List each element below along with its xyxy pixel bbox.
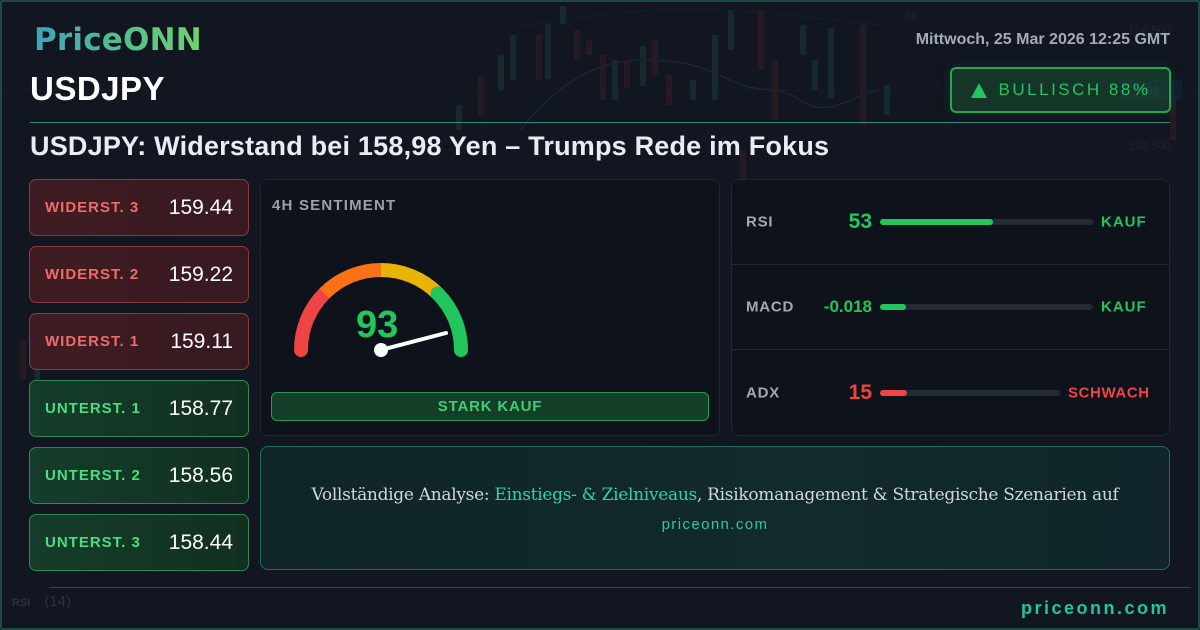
level-support-1: UNTERST. 1 158.77 bbox=[29, 380, 249, 437]
indicator-name: ADX bbox=[746, 384, 781, 401]
indicator-value: 15 bbox=[848, 380, 872, 404]
level-support-2: UNTERST. 2 158.56 bbox=[29, 447, 249, 504]
bias-badge: BULLISCH 88% bbox=[950, 67, 1171, 113]
headline: USDJPY: Widerstand bei 158,98 Yen – Trum… bbox=[30, 131, 830, 161]
level-label: UNTERST. 2 bbox=[45, 467, 141, 484]
bg-rsi-label: RSI (14) bbox=[12, 593, 71, 610]
level-value: 159.11 bbox=[170, 329, 233, 353]
bg-rsi-name: RSI bbox=[12, 597, 31, 609]
level-resistance-1: WIDERST. 1 159.11 bbox=[29, 313, 249, 370]
indicator-signal: SCHWACH bbox=[1068, 384, 1150, 401]
indicator-name: RSI bbox=[746, 213, 774, 231]
sentiment-gauge-icon bbox=[293, 262, 469, 357]
symbol-title: USDJPY bbox=[30, 70, 166, 107]
indicator-bar-fill bbox=[880, 219, 993, 225]
svg-text:158.500: 158.500 bbox=[1128, 23, 1172, 37]
cta-box[interactable]: Vollständige Analyse: Einstiegs- & Zieln… bbox=[260, 446, 1170, 570]
cta-text: Vollständige Analyse: Einstiegs- & Zieln… bbox=[261, 485, 1169, 505]
header-divider bbox=[30, 122, 1170, 123]
indicator-row-macd: MACD -0.018 KAUF bbox=[732, 265, 1169, 350]
indicator-signal: KAUF bbox=[1101, 213, 1147, 231]
indicator-name: MACD bbox=[746, 298, 795, 316]
indicator-value: -0.018 bbox=[823, 297, 872, 316]
bias-label: BULLISCH 88% bbox=[998, 80, 1151, 99]
indicator-value: 53 bbox=[848, 210, 872, 233]
level-value: 158.77 bbox=[168, 396, 233, 420]
level-label: WIDERST. 3 bbox=[45, 199, 140, 216]
sentiment-score: 93 bbox=[356, 304, 399, 346]
cta-suffix: , Risikomanagement & Strategische Szenar… bbox=[696, 485, 1119, 505]
indicator-bar bbox=[880, 219, 1093, 225]
level-label: WIDERST. 1 bbox=[45, 333, 140, 350]
level-value: 159.44 bbox=[168, 195, 233, 219]
cta-link[interactable]: priceonn.com bbox=[661, 516, 769, 533]
level-label: WIDERST. 2 bbox=[45, 266, 140, 283]
indicator-signal: KAUF bbox=[1101, 298, 1147, 316]
level-support-3: UNTERST. 3 158.44 bbox=[29, 514, 249, 571]
sentiment-title: 4H SENTIMENT bbox=[272, 197, 397, 214]
level-label: UNTERST. 3 bbox=[45, 534, 141, 551]
level-label: UNTERST. 1 bbox=[45, 400, 141, 417]
level-resistance-2: WIDERST. 2 159.22 bbox=[29, 246, 249, 303]
bg-rsi-period: (14) bbox=[44, 593, 72, 610]
sentiment-panel: 4H SENTIMENT 93 STARK KAUF bbox=[260, 179, 720, 436]
indicators-panel: RSI 53 KAUF MACD -0.018 KAUF ADX 15 SCHW… bbox=[731, 179, 1170, 436]
level-value: 158.44 bbox=[168, 530, 233, 554]
svg-text:.992: .992 bbox=[1136, 84, 1160, 98]
cta-prefix: Vollständige Analyse: bbox=[311, 485, 495, 505]
triangle-up-icon bbox=[970, 82, 987, 98]
svg-text:158.500: 158.500 bbox=[1128, 139, 1172, 153]
brand-logo[interactable]: PriceONN bbox=[34, 22, 202, 58]
footer-link[interactable]: priceonn.com bbox=[1020, 598, 1169, 618]
indicator-bar-fill bbox=[880, 304, 906, 310]
indicator-bar-fill bbox=[880, 389, 907, 396]
datetime: Mittwoch, 25 Mar 2026 12:25 GMT bbox=[915, 31, 1170, 48]
bg-overlay-label: BB bbox=[904, 11, 919, 23]
level-resistance-3: WIDERST. 3 159.44 bbox=[29, 179, 249, 236]
indicator-row-adx: ADX 15 SCHWACH bbox=[732, 350, 1169, 435]
levels-list: WIDERST. 3 159.44 WIDERST. 2 159.22 WIDE… bbox=[29, 179, 249, 581]
indicator-row-rsi: RSI 53 KAUF bbox=[732, 180, 1169, 265]
indicator-bar bbox=[880, 389, 1060, 396]
level-value: 159.22 bbox=[168, 262, 233, 286]
cta-highlight: Einstiegs- & Zielniveaus bbox=[494, 485, 697, 505]
indicator-bar bbox=[880, 304, 1093, 310]
sentiment-signal-button[interactable]: STARK KAUF bbox=[271, 392, 709, 421]
footer-divider bbox=[50, 587, 1190, 588]
level-value: 158.56 bbox=[168, 463, 233, 487]
